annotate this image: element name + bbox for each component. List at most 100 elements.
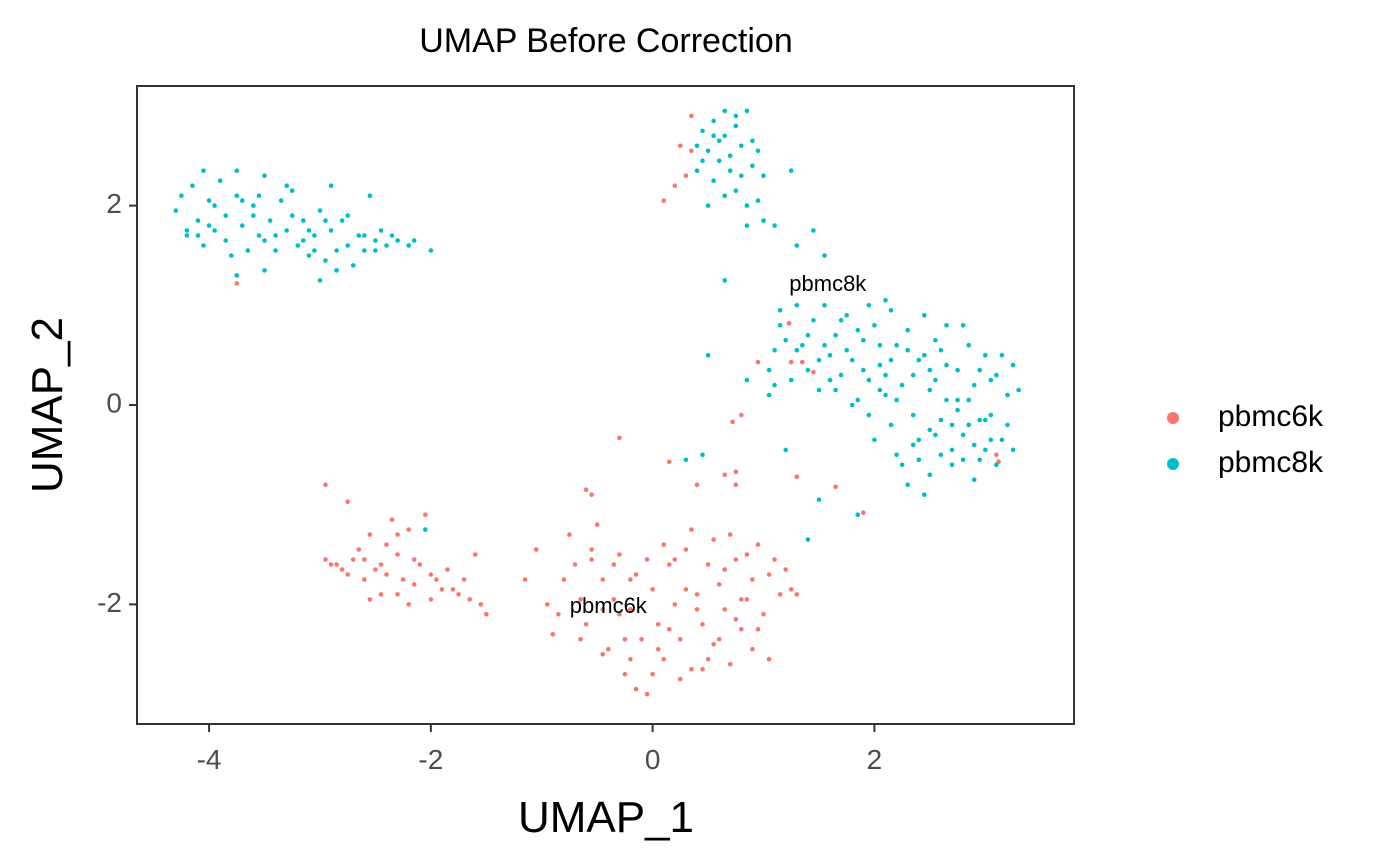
data-point [777,592,783,597]
data-point [373,567,378,572]
data-point [722,193,727,198]
data-point [772,223,777,228]
data-point [955,397,960,403]
data-point [600,577,605,582]
data-point [711,537,716,542]
data-point [722,133,727,139]
data-point [822,303,827,308]
data-point [883,392,888,398]
data-point [672,557,678,562]
data-point [611,597,617,602]
data-point [1005,422,1010,428]
data-point [328,228,334,233]
data-point [750,577,755,582]
data-point [206,223,212,228]
data-point [256,193,262,198]
series-pbmc8k [173,108,1021,542]
data-point [849,357,855,363]
data-point [617,612,622,617]
data-point [866,412,872,418]
data-point [811,369,816,375]
data-point [267,218,273,223]
data-point [184,233,190,238]
data-point [916,457,922,463]
data-point [922,492,927,498]
data-point [378,228,384,233]
data-point [201,168,206,173]
data-point [711,642,716,647]
data-point [722,607,727,612]
data-point [755,148,761,154]
data-point [683,173,689,178]
data-point [395,238,400,243]
data-point [983,417,988,423]
data-point [866,303,872,308]
data-point [234,168,240,173]
data-point [472,552,478,557]
series-pbmc6k [234,113,1001,697]
data-point [262,268,267,273]
data-point [617,552,622,557]
data-point [406,243,412,248]
data-point [755,359,761,365]
data-point [234,273,240,278]
data-point [788,377,794,383]
data-point [977,457,982,463]
data-point [733,123,739,129]
data-point [594,522,600,527]
data-point [323,557,328,562]
data-point [217,178,223,183]
data-point [611,562,617,567]
data-point [788,587,794,592]
legend-key-pbmc8k [1167,458,1179,470]
data-point [190,183,195,188]
data-point [716,582,722,587]
data-point [567,532,572,537]
data-point [716,158,722,164]
data-point [805,367,811,373]
data-point [927,427,933,433]
data-point [877,387,883,393]
data-point [384,243,389,248]
data-point [434,577,439,582]
data-point [312,248,317,253]
data-point [933,377,938,383]
x-tick-label: 2 [867,744,883,775]
data-point [406,602,412,607]
data-point [1010,447,1016,453]
data-point [811,228,816,233]
data-point [960,432,966,438]
legend-label: pbmc8k [1218,446,1324,479]
data-point [661,542,666,547]
data-point [994,462,999,468]
data-point [378,592,384,597]
data-point [705,148,711,154]
y-axis-title: UMAP_2 [23,317,72,493]
data-point [711,133,716,139]
data-point [999,352,1005,358]
data-point [240,223,245,228]
data-point [705,352,711,358]
data-point [251,213,256,218]
data-point [955,367,960,373]
data-point [428,248,434,253]
data-point [716,138,722,144]
data-point [727,168,733,173]
data-point [960,457,966,463]
data-point [328,562,334,567]
data-point [788,168,794,173]
data-point [755,542,761,547]
data-point [727,661,733,667]
data-point [905,482,910,488]
data-point [628,607,633,612]
data-point [772,557,777,562]
data-point [938,347,944,353]
legend: pbmc6k pbmc8k [1167,400,1324,479]
data-point [439,587,445,592]
data-point [184,228,190,233]
data-point [229,253,234,258]
data-point [683,587,689,592]
data-point [883,372,888,378]
data-point [650,587,655,592]
data-point [894,397,899,403]
